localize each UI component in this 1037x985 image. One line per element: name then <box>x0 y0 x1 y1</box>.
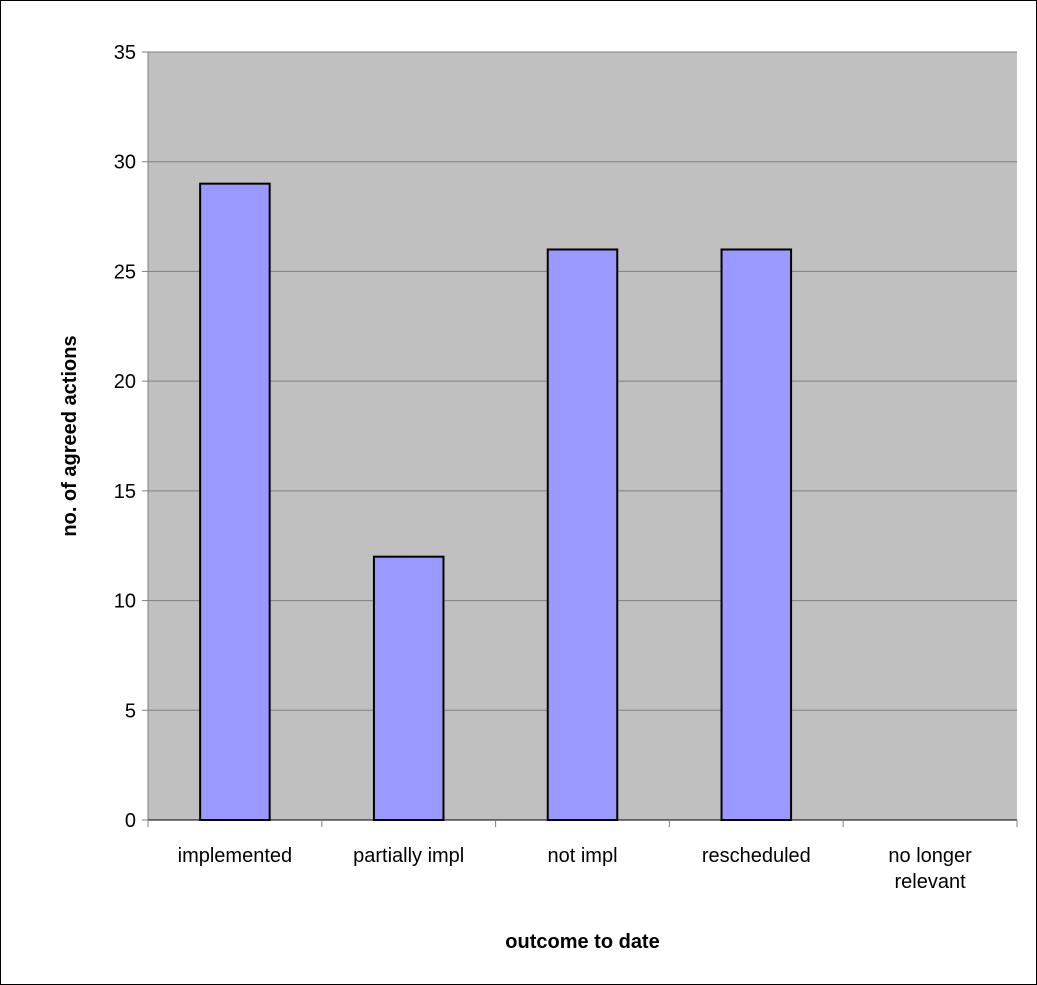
x-tick-label-line: relevant <box>895 871 967 893</box>
y-tick-label: 10 <box>114 591 136 613</box>
y-tick-label: 5 <box>125 700 136 722</box>
y-tick-label: 30 <box>114 152 136 174</box>
x-tick-label-line: not impl <box>547 845 617 867</box>
x-tick-label-line: implemented <box>178 845 293 867</box>
x-tick-label-line: partially impl <box>353 845 464 867</box>
y-tick-label: 25 <box>114 261 136 283</box>
y-tick-label: 15 <box>114 481 136 503</box>
x-tick-label: implemented <box>178 845 293 867</box>
x-tick-label: not impl <box>547 845 617 867</box>
y-axis-title: no. of agreed actions <box>59 335 81 536</box>
y-tick-label: 0 <box>125 810 136 832</box>
x-tick-label: no longer relevant <box>888 845 972 893</box>
y-tick-label: 35 <box>114 42 136 64</box>
tick-labels: 0 5 10 15 20 25 30 35 implemented partially impl n… <box>114 42 972 893</box>
x-axis-title: outcome to date <box>505 931 659 953</box>
bar <box>720 248 793 821</box>
x-tick-label: partially impl <box>353 845 464 867</box>
bar <box>372 555 445 822</box>
bar <box>546 248 619 821</box>
axes <box>142 51 1018 827</box>
bar <box>199 182 271 821</box>
y-tick-label: 20 <box>114 371 136 393</box>
x-tick-label-line: no longer <box>888 845 972 867</box>
x-tick-label: rescheduled <box>702 845 811 867</box>
x-tick-label-line: rescheduled <box>702 845 811 867</box>
